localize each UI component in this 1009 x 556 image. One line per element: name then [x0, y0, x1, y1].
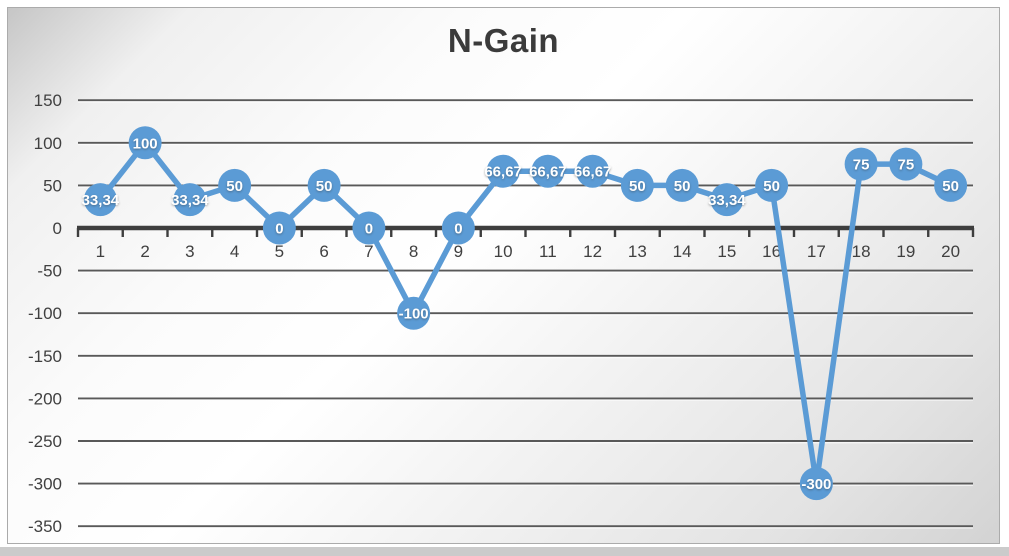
data-point-label: 50 — [629, 178, 646, 195]
x-axis-label: 1 — [96, 242, 105, 261]
y-axis-label: 50 — [43, 176, 62, 195]
data-point-marker[interactable] — [441, 211, 475, 245]
data-point-label: -100 — [399, 306, 429, 323]
x-axis-label: 14 — [673, 242, 692, 261]
data-point-label: 66,67 — [529, 164, 567, 181]
data-point-label: 66,67 — [484, 164, 522, 181]
x-axis-label: 8 — [409, 242, 418, 261]
bottom-strip — [0, 547, 1009, 556]
data-point-marker[interactable] — [486, 154, 520, 188]
data-point-marker[interactable] — [262, 211, 296, 245]
x-axis-label: 3 — [185, 242, 194, 261]
y-axis-label: -100 — [28, 304, 62, 323]
data-point-marker[interactable] — [665, 168, 699, 202]
data-point-marker[interactable] — [576, 154, 610, 188]
data-point-label: 50 — [674, 178, 691, 195]
y-axis-label: 100 — [34, 134, 62, 153]
data-point-label: 50 — [226, 178, 243, 195]
data-point-marker[interactable] — [531, 154, 565, 188]
data-point-marker[interactable] — [83, 183, 117, 217]
y-axis-label: -50 — [37, 262, 62, 281]
x-axis-label: 13 — [628, 242, 647, 261]
data-point-marker[interactable] — [173, 183, 207, 217]
x-axis-label: 16 — [762, 242, 781, 261]
x-axis-label: 6 — [319, 242, 328, 261]
data-point-label: 33,34 — [708, 192, 746, 209]
x-axis-label: 9 — [454, 242, 463, 261]
data-point-marker[interactable] — [889, 147, 923, 181]
x-axis-label: 18 — [852, 242, 871, 261]
y-axis-label: -150 — [28, 347, 62, 366]
chart-frame[interactable]: N-Gain 150 100 50 0 -50 -100 -150 -200 -250 -300-… — [7, 7, 1000, 544]
x-axis-label: 17 — [807, 242, 826, 261]
y-axis-label: -200 — [28, 389, 62, 408]
x-axis-label: 10 — [494, 242, 513, 261]
data-point-marker[interactable] — [844, 147, 878, 181]
data-point-label: 0 — [365, 221, 373, 238]
data-point-label: 50 — [316, 178, 333, 195]
data-point-label: 0 — [275, 221, 283, 238]
data-point-marker[interactable] — [352, 211, 386, 245]
data-point-label: 100 — [133, 135, 158, 152]
data-point-label: 66,67 — [574, 164, 612, 181]
data-point-marker[interactable] — [755, 168, 789, 202]
chart-title: N-Gain — [447, 22, 560, 59]
x-axis-label: 19 — [896, 242, 915, 261]
data-point-marker[interactable] — [934, 168, 968, 202]
data-point-label: 75 — [853, 157, 870, 174]
x-axis-label: 5 — [275, 242, 284, 261]
x-axis-label: 2 — [140, 242, 149, 261]
data-point-marker[interactable] — [710, 183, 744, 217]
data-point-marker[interactable] — [799, 467, 833, 501]
x-axis-label: 4 — [230, 242, 239, 261]
y-axis-label: -350 — [28, 517, 62, 536]
data-point-label: 75 — [898, 157, 915, 174]
y-axis-label: -300 — [28, 475, 62, 494]
data-point-marker[interactable] — [128, 126, 162, 160]
x-axis-label: 7 — [364, 242, 373, 261]
data-point-label: 0 — [454, 221, 462, 238]
x-axis-label: 11 — [539, 242, 557, 261]
y-axis-label: -250 — [28, 432, 62, 451]
data-point-label: 33,34 — [171, 192, 209, 209]
data-point-label: 50 — [942, 178, 959, 195]
data-point-marker[interactable] — [218, 168, 252, 202]
data-point-label: 33,34 — [82, 192, 120, 209]
data-point-marker[interactable] — [397, 296, 431, 330]
data-point-label: 50 — [763, 178, 780, 195]
data-point-marker[interactable] — [307, 168, 341, 202]
y-axis-label: 0 — [53, 219, 62, 238]
data-point-marker[interactable] — [620, 168, 654, 202]
y-axis-label: 150 — [34, 91, 62, 110]
x-axis-label: 12 — [583, 242, 602, 261]
x-axis-label: 15 — [717, 242, 736, 261]
x-axis-label: 20 — [941, 242, 960, 261]
data-point-label: -300 — [801, 476, 831, 493]
